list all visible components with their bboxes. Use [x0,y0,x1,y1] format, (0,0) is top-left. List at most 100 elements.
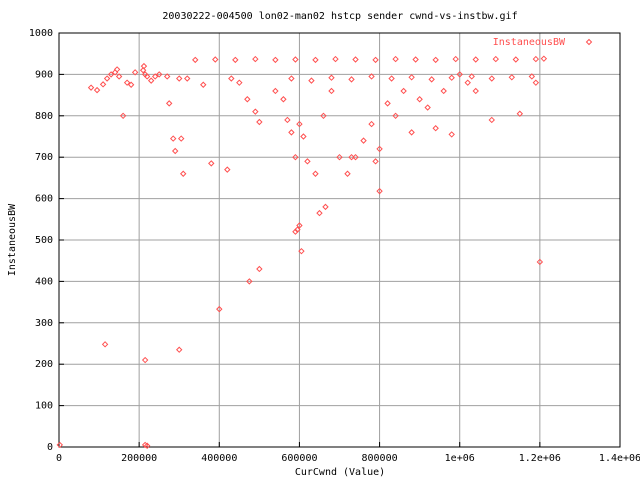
data-point [448,131,455,138]
data-point [412,56,419,63]
data-point [127,81,135,88]
y-tick-label: 200 [35,359,53,370]
data-point [93,86,101,94]
data-point [172,147,179,155]
data-point [296,222,303,229]
data-point [376,187,383,195]
data-point [336,153,343,161]
data-point [256,265,263,273]
y-tick-label: 1000 [29,28,53,39]
x-axis-label: CurCwnd (Value) [295,467,385,478]
data-point [408,129,415,136]
data-point [456,71,463,78]
data-point [212,56,219,63]
data-point [280,96,287,103]
data-point [360,137,367,144]
data-point [488,75,495,82]
data-point [316,209,323,217]
data-point [119,112,127,120]
y-tick-label: 400 [35,276,53,287]
chart-title: 20030222-004500 lon02-man02 hstcp sender… [162,11,517,22]
data-point [540,55,548,62]
data-point [328,87,335,95]
data-point [165,100,173,107]
data-point [232,56,239,64]
data-point [176,346,183,353]
data-point [472,56,479,63]
data-point [408,74,415,81]
data-point [488,116,495,124]
y-tick-label: 100 [35,401,53,412]
data-point [376,145,383,153]
data-point [216,305,223,313]
data-point [123,79,131,86]
data-point [440,87,447,95]
data-point [169,135,177,142]
data-point [372,56,379,64]
data-point [298,247,305,255]
data-point [296,120,303,128]
y-axis-label: InstaneousBW [7,203,18,276]
y-tick-label: 600 [35,194,53,205]
data-point [184,75,191,82]
data-point [103,75,111,82]
data-point [388,75,395,82]
data-point [332,55,339,63]
data-point [448,74,455,81]
y-tick-label: 0 [47,442,53,453]
data-point [140,62,148,70]
data-point [139,67,147,74]
data-point [143,73,151,80]
y-tick-label: 500 [35,235,53,246]
legend-label: InstaneousBW [493,37,566,48]
x-tick-label: 1.4e+06 [599,453,640,464]
data-point [115,73,123,80]
data-point [452,55,459,63]
data-point [352,153,359,161]
data-point [228,75,235,82]
data-point [101,341,109,348]
data-point [432,56,439,64]
data-point [468,73,475,80]
data-point [147,77,155,84]
data-point [272,87,279,95]
data-point [300,133,307,140]
data-point [492,55,499,63]
data-point [288,75,295,82]
data-point [308,77,315,84]
data-point [292,153,299,161]
data-point [392,112,399,120]
data-point [107,71,115,78]
data-point [328,74,335,81]
data-point [320,112,327,120]
data-point [392,55,399,63]
data-point [244,96,251,103]
data-point [292,228,299,235]
data-point [532,55,540,63]
data-point [176,75,183,82]
data-point [528,73,536,80]
data-point [352,56,359,63]
data-point [532,79,540,86]
data-point [512,56,520,63]
y-tick-label: 300 [35,318,53,329]
data-point [348,76,355,83]
data-point [143,442,151,449]
data-point [236,79,243,86]
x-tick-label: 800000 [362,453,398,464]
data-point [180,170,187,177]
data-point [372,158,379,165]
data-point [141,356,149,364]
data-point [151,73,159,80]
data-point [284,116,291,124]
data-point [344,170,351,177]
data-point [516,110,524,117]
data-point [312,170,319,177]
data-point [178,135,185,142]
y-tick-label: 700 [35,152,53,163]
data-point [131,69,139,76]
x-tick-label: 600000 [281,453,317,464]
data-point [424,104,431,111]
data-point [56,441,64,449]
